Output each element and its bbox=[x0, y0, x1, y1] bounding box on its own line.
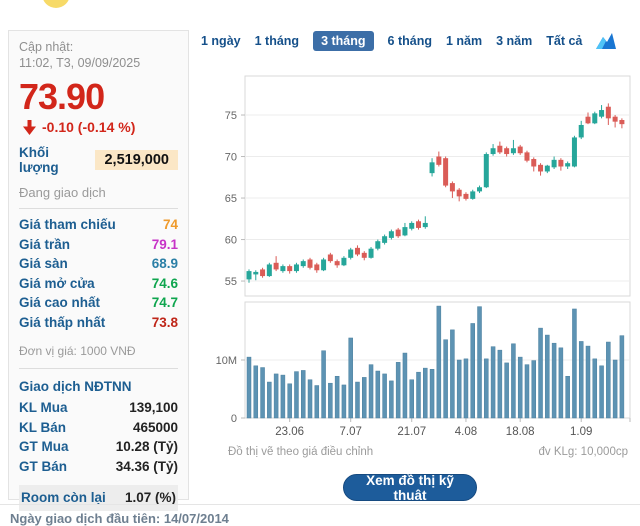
svg-text:18.08: 18.08 bbox=[506, 426, 535, 438]
tab-6-months[interactable]: 6 tháng bbox=[387, 34, 432, 48]
area-chart-icon[interactable] bbox=[596, 33, 617, 49]
first-trading-day-note: Ngày giao dịch đầu tiên: 14/07/2014 bbox=[10, 511, 229, 526]
svg-text:7.07: 7.07 bbox=[340, 426, 362, 438]
volume-value: 2,519,000 bbox=[95, 150, 178, 170]
foreign-row-sell-volume: KL Bán 465000 bbox=[19, 419, 178, 435]
quote-panel: Cập nhật: 11:02, T3, 09/09/2025 73.90 -0… bbox=[8, 30, 189, 511]
tab-all[interactable]: Tất cả bbox=[546, 34, 583, 48]
chart-area[interactable]: 75 70 65 60 55 10M 0 23.06 7.07 21.07 4.08 18.08 1.0… bbox=[195, 60, 640, 445]
price-row-floor: Giá sàn 68.9 bbox=[19, 256, 178, 271]
price-change-row: -0.10 (-0.14 %) bbox=[23, 119, 178, 135]
svg-text:65: 65 bbox=[225, 193, 237, 205]
svg-text:60: 60 bbox=[225, 235, 237, 247]
divider bbox=[0, 504, 640, 505]
price-volume-chart[interactable]: 75 70 65 60 55 10M 0 23.06 7.07 21.07 4.08 18.08 1.0… bbox=[195, 60, 640, 445]
period-tabs: 1 ngày 1 tháng 3 tháng 6 tháng 1 năm 3 n… bbox=[201, 31, 617, 51]
foreign-row-buy-value: GT Mua 10.28 (Tỷ) bbox=[19, 439, 178, 454]
svg-text:10M: 10M bbox=[216, 355, 237, 367]
volume-row: Khối lượng 2,519,000 bbox=[19, 145, 178, 175]
volume-label: Khối lượng bbox=[19, 145, 59, 175]
tab-1-month[interactable]: 1 tháng bbox=[254, 34, 300, 48]
price-row-open: Giá mở cửa 74.6 bbox=[19, 275, 178, 291]
volume-unit-note: đv KLg: 10,000cp bbox=[538, 446, 628, 458]
tab-3-months[interactable]: 3 tháng bbox=[313, 31, 374, 51]
price-row-ceiling: Giá trần 79.1 bbox=[19, 236, 178, 252]
update-time: Cập nhật: 11:02, T3, 09/09/2025 bbox=[19, 39, 178, 71]
svg-text:4.08: 4.08 bbox=[455, 426, 477, 438]
price-unit-note: Đơn vị giá: 1000 VNĐ bbox=[19, 344, 178, 369]
update-label: Cập nhật: bbox=[19, 40, 74, 54]
svg-text:21.07: 21.07 bbox=[397, 426, 426, 438]
svg-text:55: 55 bbox=[225, 276, 237, 288]
price-row-high: Giá cao nhất 74.7 bbox=[19, 295, 178, 310]
adjusted-price-note: Đồ thị vẽ theo giá điều chỉnh bbox=[228, 446, 374, 458]
svg-text:1.09: 1.09 bbox=[570, 426, 592, 438]
foreign-row-buy-volume: KL Mua 139,100 bbox=[19, 400, 178, 415]
svg-text:23.06: 23.06 bbox=[275, 426, 304, 438]
price-change: -0.10 (-0.14 %) bbox=[42, 119, 136, 135]
yellow-circle-icon bbox=[42, 0, 70, 8]
tab-1-day[interactable]: 1 ngày bbox=[201, 34, 241, 48]
price-row-reference: Giá tham chiếu 74 bbox=[19, 217, 178, 232]
foreign-row-sell-value: GT Bán 34.36 (Tỷ) bbox=[19, 458, 178, 474]
tab-3-years[interactable]: 3 năm bbox=[496, 34, 533, 48]
update-value: 11:02, T3, 09/09/2025 bbox=[19, 56, 141, 70]
down-arrow-icon bbox=[23, 119, 36, 135]
svg-text:75: 75 bbox=[225, 110, 237, 122]
svg-text:70: 70 bbox=[225, 152, 237, 164]
svg-text:0: 0 bbox=[231, 413, 237, 425]
tab-1-year[interactable]: 1 năm bbox=[445, 34, 483, 48]
foreign-trading-title: Giao dịch NĐTNN bbox=[19, 379, 132, 394]
technical-chart-button[interactable]: Xem đồ thị kỹ thuật bbox=[343, 473, 477, 503]
last-price: 73.90 bbox=[19, 76, 105, 117]
price-row-low: Giá thấp nhất 73.8 bbox=[19, 314, 178, 330]
foreign-row-room-left: Room còn lại 1.07 (%) bbox=[19, 485, 178, 511]
trading-status: Đang giao dịch bbox=[19, 185, 178, 209]
